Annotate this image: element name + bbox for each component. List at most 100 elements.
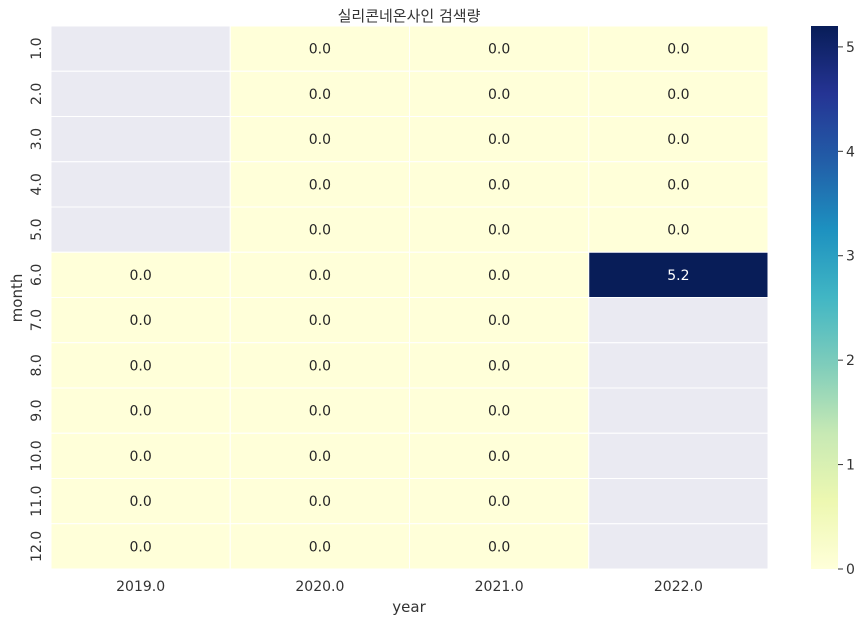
colorbar-tick-label: 4 (846, 144, 855, 160)
heatmap-cell (229, 25, 410, 72)
heatmap-cell (229, 523, 410, 570)
heatmap-cell (588, 432, 769, 479)
x-tick-label: 2022.0 (654, 579, 703, 595)
heatmap-cell (50, 251, 231, 298)
heatmap-cell-label: 0.0 (309, 87, 331, 103)
colorbar (811, 26, 838, 569)
heatmap-cell-label: 0.0 (488, 268, 510, 284)
heatmap-cell-label: 0.0 (488, 42, 510, 58)
heatmap-cell-label: 0.0 (129, 404, 151, 420)
heatmap-cell-label: 0.0 (309, 404, 331, 420)
colorbar-tick-label: 2 (846, 353, 855, 369)
colorbar-ticks: 0 1 2 3 4 5 (838, 40, 855, 578)
x-tick-label: 2019.0 (116, 579, 165, 595)
heatmap-cell (50, 297, 231, 344)
heatmap-cell (50, 25, 231, 72)
heatmap-cell (50, 432, 231, 479)
colorbar-tick-label: 3 (846, 249, 855, 265)
heatmap-cell-labels: 0.0 0.0 0.0 0.0 0.0 0.0 0.0 0.0 0.0 0.0 0.0 0.0 0.0 0… (129, 42, 689, 556)
heatmap-cell (50, 116, 231, 163)
heatmap-cell (229, 206, 410, 253)
heatmap-cell-label: 0.0 (667, 132, 689, 148)
heatmap-cell-label: 0.0 (488, 494, 510, 510)
heatmap-cell (588, 478, 769, 525)
heatmap-cell (229, 387, 410, 434)
y-axis-label: month (8, 274, 26, 323)
y-tick-label: 3.0 (29, 128, 45, 150)
heatmap-cell (588, 297, 769, 344)
heatmap-cell-label: 0.0 (488, 177, 510, 193)
heatmap-cell (229, 297, 410, 344)
heatmap-cells (50, 25, 769, 570)
heatmap-cell-label: 0.0 (488, 223, 510, 239)
y-tick-label: 9.0 (29, 399, 45, 421)
heatmap-cell (409, 297, 590, 344)
y-tick-label: 1.0 (29, 37, 45, 59)
heatmap-cell (50, 70, 231, 117)
heatmap-cell (409, 342, 590, 389)
heatmap-cell-label: 0.0 (309, 223, 331, 239)
heatmap-cell-label: 0.0 (309, 313, 331, 329)
heatmap-cell-label: 0.0 (309, 494, 331, 510)
heatmap-cell-label: 0.0 (129, 539, 151, 555)
heatmap-cell-label: 0.0 (488, 449, 510, 465)
heatmap-cell (409, 523, 590, 570)
heatmap-cell (50, 206, 231, 253)
heatmap-cell (409, 25, 590, 72)
heatmap-cell-label: 0.0 (129, 313, 151, 329)
heatmap-cell-label: 0.0 (488, 358, 510, 374)
y-tick-label: 12.0 (29, 531, 45, 562)
y-tick-label: 6.0 (29, 264, 45, 286)
heatmap-cell-label: 0.0 (309, 358, 331, 374)
heatmap-cell-label: 0.0 (488, 132, 510, 148)
heatmap-cell (588, 342, 769, 389)
heatmap-cell-label: 0.0 (488, 313, 510, 329)
x-tick-label: 2021.0 (475, 579, 524, 595)
heatmap-cell-label: 5.2 (667, 268, 689, 284)
x-tick-label: 2020.0 (295, 579, 344, 595)
y-tick-label: 8.0 (29, 354, 45, 376)
heatmap-cell (588, 161, 769, 208)
heatmap-cell (50, 523, 231, 570)
heatmap-cell-label: 0.0 (309, 539, 331, 555)
heatmap-cell (409, 70, 590, 117)
y-tick-label: 5.0 (29, 218, 45, 240)
heatmap-cell-label: 0.0 (309, 268, 331, 284)
x-axis-tick-labels: 2019.0 2020.0 2021.0 2022.0 (116, 579, 703, 595)
heatmap-cell-label: 0.0 (129, 494, 151, 510)
colorbar-tick-label: 5 (846, 40, 855, 56)
chart-title: 실리콘네온사인 검색량 (338, 7, 481, 25)
heatmap-cell-label: 0.0 (667, 87, 689, 103)
colorbar-tick-label: 1 (846, 458, 855, 474)
heatmap-cell-label: 0.0 (309, 132, 331, 148)
heatmap-cell (588, 70, 769, 117)
heatmap-cell (229, 70, 410, 117)
heatmap-cell (588, 251, 769, 298)
heatmap-cell-label: 0.0 (129, 268, 151, 284)
heatmap-cell (229, 161, 410, 208)
heatmap-cell-label: 0.0 (488, 404, 510, 420)
heatmap-cell (588, 387, 769, 434)
heatmap-cell-label: 0.0 (488, 87, 510, 103)
y-tick-label: 4.0 (29, 173, 45, 195)
colorbar-tick-label: 0 (846, 562, 855, 578)
heatmap-cell-label: 0.0 (129, 449, 151, 465)
y-tick-label: 7.0 (29, 309, 45, 331)
heatmap-cell (50, 161, 231, 208)
heatmap-cell-label: 0.0 (309, 42, 331, 58)
heatmap-cell-label: 0.0 (309, 177, 331, 193)
heatmap-cell (409, 387, 590, 434)
heatmap-cell (588, 523, 769, 570)
heatmap-cell (588, 25, 769, 72)
heatmap-cell (229, 251, 410, 298)
heatmap-cell (409, 432, 590, 479)
heatmap-cell-label: 0.0 (667, 42, 689, 58)
heatmap-cell (409, 116, 590, 163)
heatmap-cell-label: 0.0 (309, 449, 331, 465)
heatmap-cell-label: 0.0 (667, 177, 689, 193)
heatmap-cell (588, 206, 769, 253)
y-tick-label: 11.0 (29, 486, 45, 517)
heatmap-cell-label: 0.0 (129, 358, 151, 374)
heatmap-cell (409, 251, 590, 298)
